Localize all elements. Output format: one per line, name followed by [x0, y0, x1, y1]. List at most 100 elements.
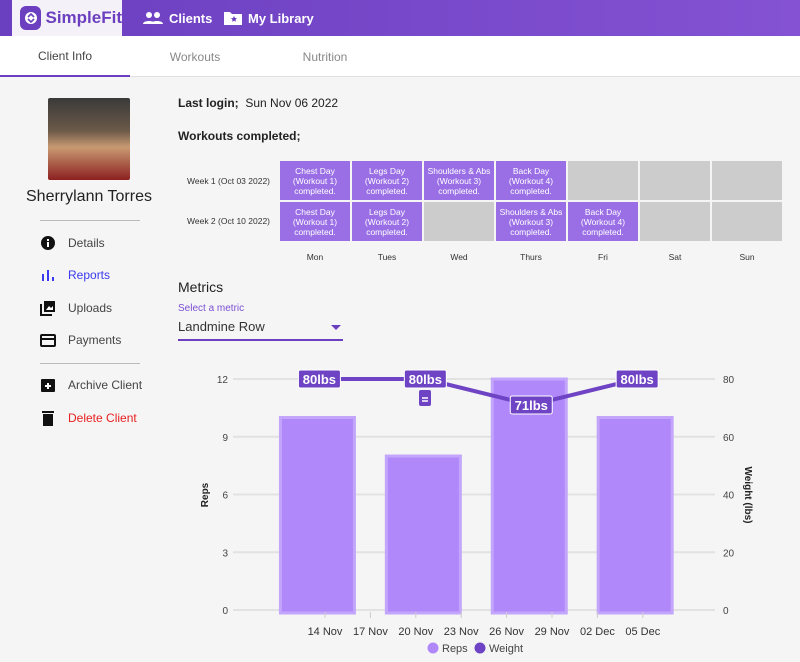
y2-tick-label: 0: [723, 606, 729, 617]
sidebar-item-details[interactable]: Details: [40, 235, 105, 251]
delete-client-label: Delete Client: [68, 411, 137, 425]
divider: [40, 220, 140, 221]
last-login-value: Sun Nov 06 2022: [245, 96, 339, 110]
weight-point-label[interactable]: 80lbs: [297, 369, 341, 389]
empty-day-cell: [712, 202, 782, 241]
bar-chart-icon: [40, 267, 56, 283]
sidebar-item-label: Payments: [68, 333, 122, 347]
workout-completed-cell[interactable]: Chest Day (Workout 1) completed.: [280, 161, 350, 200]
tab-bar: Client Info Workouts Nutrition: [0, 36, 800, 77]
legend-label[interactable]: Reps: [442, 643, 468, 655]
workout-completed-cell[interactable]: Shoulders & Abs (Workout 3) completed.: [496, 202, 566, 241]
reps-weight-chart: 0 0 3 20 6 40 9 60 12 80 Reps Weight (lbs) 14 Nov 17 …: [200, 369, 753, 655]
logo[interactable]: SimpleFit: [12, 0, 122, 36]
folder-star-icon: [224, 12, 242, 25]
legend-marker: [474, 642, 486, 654]
nav-my-library-label: My Library: [248, 10, 314, 26]
y-tick-label: 3: [222, 548, 228, 559]
x-tick-label: 05 Dec: [625, 626, 660, 638]
tab-nutrition[interactable]: Nutrition: [302, 49, 348, 64]
metrics-title: Metrics: [178, 279, 224, 295]
day-label: Mon: [306, 252, 324, 262]
day-label: Sat: [668, 252, 682, 262]
logo-icon: [20, 6, 42, 30]
weight-value-label: 80lbs: [303, 372, 336, 387]
day-label: Fri: [598, 252, 608, 262]
x-tick-label: 17 Nov: [353, 626, 388, 638]
note-icon[interactable]: [419, 390, 431, 406]
reps-bar[interactable]: [596, 416, 674, 615]
weight-value-label: 80lbs: [409, 372, 442, 387]
metric-select[interactable]: Landmine Row: [178, 316, 343, 341]
empty-day-cell: [640, 202, 710, 241]
legend-label[interactable]: Weight: [489, 643, 523, 655]
y2-tick-label: 80: [723, 375, 735, 386]
tab-workouts[interactable]: Workouts: [169, 49, 221, 64]
x-tick-label: 29 Nov: [535, 626, 570, 638]
metric-select-value: Landmine Row: [178, 319, 265, 334]
workouts-completed-title: Workouts completed;: [178, 129, 301, 143]
y2-tick-label: 40: [723, 491, 735, 502]
nav-my-library[interactable]: My Library: [224, 0, 314, 36]
sidebar-item-payments[interactable]: Payments: [40, 332, 121, 348]
workout-completed-cell[interactable]: Shoulders & Abs (Workout 3) completed.: [424, 161, 494, 200]
archive-client-button[interactable]: Archive Client: [40, 377, 142, 393]
weight-point-label[interactable]: 80lbs: [615, 369, 659, 389]
week-label: Week 2 (Oct 10 2022): [187, 216, 270, 226]
empty-day-cell: [640, 161, 710, 200]
sidebar-item-label: Details: [68, 236, 105, 250]
y-tick-label: 0: [222, 606, 228, 617]
weight-value-label: 71lbs: [515, 398, 548, 413]
workout-completed-cell[interactable]: Legs Day (Workout 2) completed.: [352, 202, 422, 241]
nav-clients[interactable]: Clients: [143, 0, 212, 36]
empty-day-cell: [424, 202, 494, 241]
avatar: [48, 98, 130, 180]
day-label: Sun: [739, 252, 755, 262]
day-label: Tues: [377, 252, 397, 262]
x-tick-label: 02 Dec: [580, 626, 615, 638]
weight-point-label[interactable]: 71lbs: [509, 395, 553, 415]
sidebar-item-reports[interactable]: Reports: [40, 267, 110, 283]
weight-value-label: 80lbs: [621, 372, 654, 387]
delete-client-button[interactable]: Delete Client: [40, 410, 137, 426]
x-tick-label: 23 Nov: [444, 626, 479, 638]
credit-card-icon: [40, 332, 56, 348]
y-tick-label: 6: [222, 491, 228, 502]
empty-day-cell: [712, 161, 782, 200]
last-login: Last login; Sun Nov 06 2022: [178, 96, 338, 110]
reps-bar[interactable]: [490, 377, 568, 615]
archive-client-label: Archive Client: [68, 378, 143, 392]
empty-day-cell: [568, 161, 638, 200]
legend-marker: [427, 642, 439, 654]
last-login-label: Last login;: [178, 96, 239, 110]
y-tick-label: 9: [222, 433, 228, 444]
y2-axis-title: Weight (lbs): [742, 466, 753, 523]
divider: [40, 363, 140, 364]
trash-icon: [40, 410, 56, 426]
top-bar: SimpleFit Clients My Library: [0, 0, 800, 36]
app-name: SimpleFit: [45, 8, 122, 27]
nav-clients-label: Clients: [169, 10, 213, 26]
archive-icon: [40, 377, 56, 393]
weight-line: [319, 377, 638, 408]
week-label: Week 1 (Oct 03 2022): [187, 176, 270, 186]
tab-client-info[interactable]: Client Info: [0, 36, 130, 77]
sidebar-item-uploads[interactable]: Uploads: [40, 300, 112, 316]
sidebar-item-label: Reports: [68, 268, 111, 282]
metric-select-label: Select a metric: [178, 303, 245, 314]
reps-bar[interactable]: [278, 416, 356, 615]
x-tick-label: 26 Nov: [489, 626, 524, 638]
workout-completed-cell[interactable]: Legs Day (Workout 2) completed.: [352, 161, 422, 200]
x-tick-label: 20 Nov: [398, 626, 433, 638]
workout-completed-cell[interactable]: Back Day (Workout 4) completed.: [496, 161, 566, 200]
dropdown-arrow-icon: [331, 325, 341, 330]
weight-point-label[interactable]: 80lbs: [403, 369, 447, 389]
client-name: Sherrylann Torres: [26, 188, 152, 205]
people-icon: [143, 12, 163, 24]
workout-completed-cell[interactable]: Chest Day (Workout 1) completed.: [280, 202, 350, 241]
reps-bar[interactable]: [384, 454, 462, 615]
workout-completed-cell[interactable]: Back Day (Workout 4) completed.: [568, 202, 638, 241]
info-icon: [40, 235, 56, 251]
sidebar-item-label: Uploads: [68, 301, 113, 315]
day-label: Thurs: [520, 252, 542, 262]
